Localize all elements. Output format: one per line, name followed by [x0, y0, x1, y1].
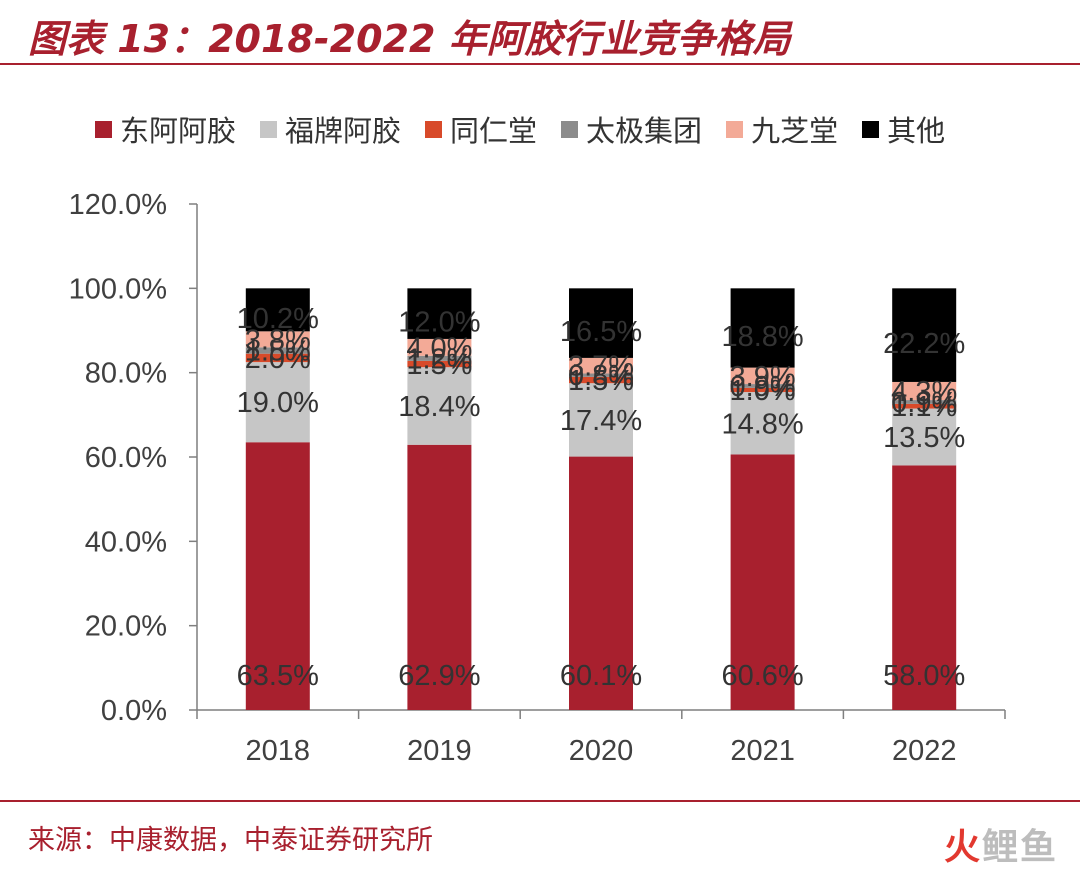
- data-label: 18.8%: [721, 321, 803, 353]
- data-label: 4.0%: [406, 332, 472, 364]
- data-label: 3.8%: [245, 324, 311, 356]
- legend-item: 同仁堂: [425, 108, 537, 150]
- y-tick-label: 100.0%: [69, 273, 167, 305]
- data-label: 13.5%: [883, 422, 965, 454]
- data-label: 3.7%: [568, 351, 634, 383]
- data-label: 58.0%: [883, 660, 965, 692]
- data-label: 63.5%: [237, 660, 319, 692]
- legend-swatch: [561, 120, 579, 138]
- legend-label: 东阿阿胶: [120, 114, 237, 148]
- footer-divider: [0, 800, 1080, 802]
- legend-swatch: [862, 120, 880, 138]
- x-tick-label: 2021: [730, 735, 795, 767]
- bar-segment: [245, 347, 310, 354]
- data-label: 12.0%: [398, 307, 480, 339]
- bar-segment: [892, 400, 957, 404]
- legend: 东阿阿胶 福牌阿胶 同仁堂 太极集团 九芝堂 其他: [95, 108, 945, 150]
- data-label: 18.4%: [398, 391, 480, 423]
- bar-segment: [569, 288, 633, 358]
- data-label: 0.9%: [730, 371, 796, 403]
- legend-label: 同仁堂: [450, 114, 538, 148]
- legend-label: 福牌阿胶: [285, 114, 402, 148]
- data-label: 19.0%: [237, 387, 319, 419]
- data-label: 14.8%: [721, 408, 803, 440]
- data-label: 1.5%: [245, 336, 311, 368]
- legend-label: 太极集团: [586, 114, 703, 148]
- legend-swatch: [425, 120, 443, 138]
- data-label: 10.2%: [237, 303, 319, 335]
- legend-item: 东阿阿胶: [95, 108, 236, 150]
- x-tick-label: 2020: [569, 735, 634, 767]
- watermark-logo: 火鲤鱼: [943, 827, 1058, 868]
- bar-segment: [730, 367, 795, 385]
- bar-segment: [892, 381, 957, 401]
- bar-segment: [892, 408, 957, 466]
- stacked-bar-chart: 0.0% 20.0% 40.0% 60.0% 80.0% 100.0% 120.0% 2018…: [69, 189, 1006, 767]
- bar-segment: [569, 456, 633, 710]
- data-label: 22.2%: [883, 328, 965, 360]
- y-tick-label: 20.0%: [85, 611, 167, 643]
- data-label: 17.4%: [560, 405, 642, 437]
- x-tick-label: 2018: [246, 735, 311, 767]
- bar-segment: [569, 376, 633, 384]
- title-divider: [0, 63, 1080, 65]
- data-label: 3.9%: [730, 361, 796, 393]
- data-label: 60.1%: [560, 660, 642, 692]
- y-tick-label: 60.0%: [85, 442, 167, 474]
- y-tick-label: 120.0%: [69, 189, 167, 221]
- legend-item: 九芝堂: [726, 108, 838, 150]
- bar-segment: [245, 331, 310, 348]
- legend-item: 其他: [862, 108, 945, 150]
- legend-label: 其他: [887, 114, 946, 148]
- bar-segment: [892, 288, 957, 382]
- bar-segment: [407, 444, 472, 710]
- bar-segment: [730, 392, 795, 455]
- data-label: 1.5%: [568, 365, 634, 397]
- chart-title: 图表 13：2018-2022 年阿胶行业竞争格局: [28, 17, 791, 61]
- bar-segment: [730, 384, 795, 388]
- bar-segment: [245, 353, 310, 363]
- data-label: 0.9%: [891, 387, 957, 419]
- y-tick-label: 80.0%: [85, 358, 167, 390]
- bar-segment: [407, 355, 472, 361]
- bar-segment: [407, 360, 472, 368]
- y-tick-label: 40.0%: [85, 526, 167, 558]
- legend-label: 九芝堂: [751, 114, 839, 148]
- data-label: 60.6%: [721, 660, 803, 692]
- bar-segment: [730, 454, 795, 710]
- data-label: 1.2%: [406, 343, 472, 375]
- data-label: 4.3%: [891, 376, 957, 408]
- legend-swatch: [260, 120, 278, 138]
- data-label: 0.8%: [568, 360, 634, 392]
- data-label: 1.5%: [406, 349, 472, 381]
- y-tick-label: 0.0%: [101, 695, 167, 727]
- data-label: 16.5%: [560, 316, 642, 348]
- bar-segment: [245, 288, 310, 332]
- legend-item: 太极集团: [561, 108, 702, 150]
- bar-segment: [569, 373, 633, 377]
- data-label: 1.1%: [891, 391, 957, 423]
- x-tick-label: 2019: [407, 735, 472, 767]
- data-label: 1.0%: [730, 375, 796, 407]
- bar-segment: [245, 442, 310, 710]
- bar-segment: [730, 288, 795, 368]
- bar-segment: [569, 383, 633, 457]
- bar-segment: [892, 465, 957, 710]
- legend-swatch: [726, 120, 744, 138]
- data-label: 2.0%: [245, 343, 311, 375]
- bar-segment: [407, 288, 472, 339]
- legend-item: 福牌阿胶: [260, 108, 401, 150]
- bar-segment: [407, 367, 472, 445]
- x-tick-label: 2022: [892, 735, 957, 767]
- data-label: 62.9%: [398, 660, 480, 692]
- legend-swatch: [95, 120, 112, 138]
- bar-segment: [730, 387, 795, 393]
- bar-segment: [407, 338, 472, 356]
- bar-segment: [245, 362, 310, 443]
- bar-segment: [569, 357, 633, 374]
- bar-segment: [892, 403, 957, 409]
- source-note: 来源：中康数据，中泰证券研究所: [28, 825, 433, 856]
